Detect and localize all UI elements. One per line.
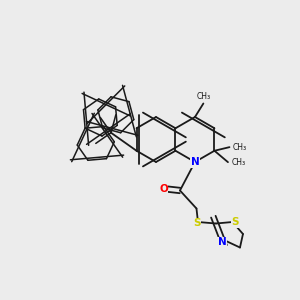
Text: CH₃: CH₃ (232, 158, 246, 167)
Text: N: N (218, 237, 226, 247)
Text: S: S (231, 217, 238, 227)
Text: S: S (193, 218, 201, 229)
Text: O: O (159, 184, 168, 194)
Text: CH₃: CH₃ (196, 92, 211, 101)
Text: N: N (190, 157, 199, 167)
Text: CH₃: CH₃ (233, 143, 247, 152)
